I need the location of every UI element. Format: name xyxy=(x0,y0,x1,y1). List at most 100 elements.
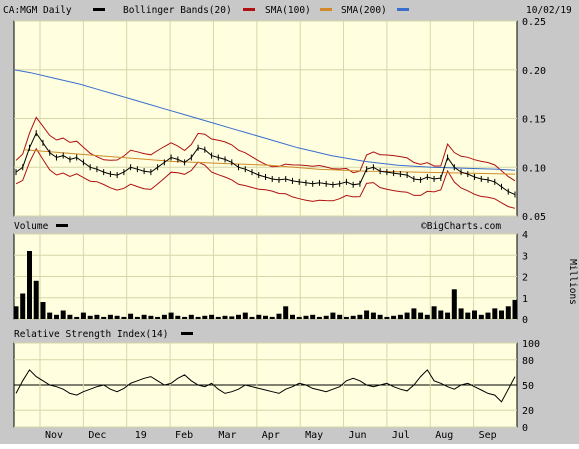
volume-bar xyxy=(357,314,363,320)
volume-bar xyxy=(263,315,268,319)
volume-bar xyxy=(114,315,120,319)
volume-tick-label: 2 xyxy=(522,273,528,284)
volume-bar xyxy=(128,313,134,319)
volume-bar xyxy=(512,299,518,319)
x-tick-label: Apr xyxy=(262,430,280,441)
volume-bar xyxy=(377,314,383,320)
sma-lines xyxy=(13,69,516,175)
volume-bar xyxy=(316,316,322,319)
rsi-tick-label: 100 xyxy=(522,339,540,350)
volume-bar xyxy=(296,316,302,319)
rsi-tick-label: 50 xyxy=(522,381,534,392)
price-tick-label: 0.25 xyxy=(522,17,546,28)
volume-bar xyxy=(249,316,255,319)
volume-bar xyxy=(27,251,32,319)
volume-bar xyxy=(80,312,86,319)
volume-bar xyxy=(20,293,26,319)
x-tick-label: Mar xyxy=(218,430,236,441)
volume-bar xyxy=(492,308,498,319)
price-axis: 0.25 0.20 0.15 0.10 0.05 xyxy=(522,17,546,223)
sma200-swatch xyxy=(397,8,409,11)
volume-label: Volume xyxy=(14,221,49,232)
volume-bar xyxy=(87,315,93,319)
volume-bar xyxy=(384,316,390,319)
rsi-label: Relative Strength Index(14) xyxy=(14,329,168,340)
bollinger-bands xyxy=(15,116,516,209)
volume-bar xyxy=(364,310,370,319)
volume-bar xyxy=(431,306,437,320)
volume-bar xyxy=(101,316,107,319)
volume-tick-label: 3 xyxy=(522,251,528,262)
volume-bar xyxy=(424,314,430,320)
volume-bar xyxy=(33,280,39,320)
price-tick-label: 0.05 xyxy=(522,212,546,223)
volume-bar xyxy=(337,314,343,320)
volume-bar xyxy=(283,306,289,320)
volume-bar xyxy=(343,316,349,319)
volume-bar xyxy=(397,314,403,320)
x-tick-label: Aug xyxy=(435,430,453,441)
volume-bar xyxy=(445,312,451,319)
volume-bar xyxy=(478,314,484,320)
volume-bar xyxy=(148,315,154,319)
volume-bar xyxy=(107,314,113,320)
x-tick-label: Jun xyxy=(349,430,367,441)
volume-bar xyxy=(418,312,424,319)
volume-bar xyxy=(465,312,471,319)
volume-bar xyxy=(438,310,444,319)
volume-bar xyxy=(276,313,282,319)
volume-bar xyxy=(310,314,316,320)
volume-bar xyxy=(54,314,59,320)
volume-bar xyxy=(121,316,127,319)
sma200-line xyxy=(13,69,516,171)
sma100-swatch xyxy=(320,8,332,11)
volume-bar xyxy=(458,308,464,319)
volume-bar xyxy=(168,312,174,319)
rsi-axis: 100 80 50 20 0 xyxy=(522,339,540,434)
rsi-swatch xyxy=(181,332,193,335)
volume-bar xyxy=(499,310,504,319)
symbol-label: CA:MGM Daily xyxy=(3,5,72,16)
volume-bar xyxy=(40,302,46,319)
volume-bar xyxy=(485,312,491,319)
volume-bar xyxy=(242,312,248,319)
volume-bar xyxy=(141,314,147,320)
volume-bar xyxy=(330,312,336,319)
rsi-series xyxy=(15,369,516,403)
volume-bar xyxy=(350,315,356,319)
x-axis: Nov Dec 19 Feb Mar Apr May Jun Jul Aug Sep xyxy=(45,430,497,441)
volume-bar xyxy=(155,316,161,319)
rsi-line xyxy=(15,369,516,403)
volume-bar xyxy=(188,314,194,320)
volume-axis: 4 3 2 1 0 xyxy=(522,230,528,326)
symbol-swatch xyxy=(93,8,105,11)
volume-bar xyxy=(195,316,201,319)
volume-bar xyxy=(215,316,221,319)
volume-bar xyxy=(74,316,80,319)
volume-bar xyxy=(161,314,167,320)
volume-bar xyxy=(175,315,181,319)
x-tick-label: Dec xyxy=(88,430,106,441)
volume-tick-label: 1 xyxy=(522,294,528,305)
sma100-label: SMA(100) xyxy=(265,5,311,16)
chart-date: 10/02/19 xyxy=(526,5,572,16)
volume-bar xyxy=(222,315,228,319)
volume-bar xyxy=(404,312,410,319)
sma100-line xyxy=(24,149,516,175)
volume-bar xyxy=(451,289,457,320)
price-tick-label: 0.15 xyxy=(522,115,546,126)
volume-bar xyxy=(67,314,73,320)
bollinger-lower-line xyxy=(15,147,516,209)
volume-swatch xyxy=(56,224,68,227)
rsi-tick-label: 20 xyxy=(522,406,534,417)
x-tick-label: 19 xyxy=(135,430,147,441)
price-tick-label: 0.20 xyxy=(522,66,546,77)
volume-bar xyxy=(60,310,66,319)
price-line xyxy=(15,132,516,196)
volume-bar xyxy=(229,316,235,319)
x-tick-label: Nov xyxy=(45,430,63,441)
sma200-label: SMA(200) xyxy=(341,5,387,16)
volume-bars xyxy=(13,251,518,320)
watermark: ©BigCharts.com xyxy=(421,221,501,232)
